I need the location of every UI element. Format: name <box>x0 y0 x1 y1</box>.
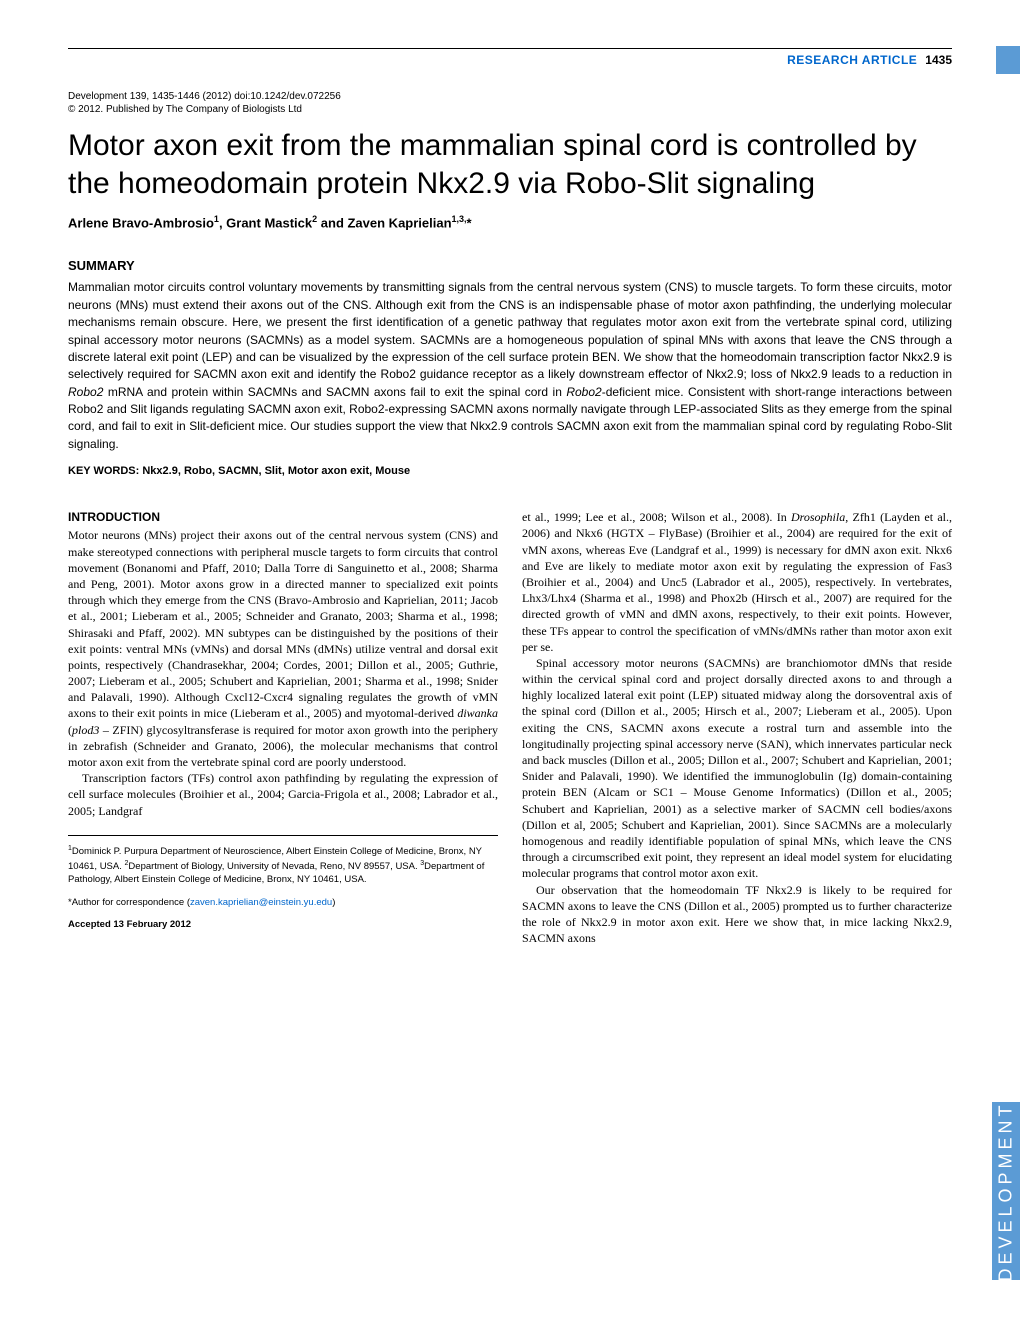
correspondence-email[interactable]: zaven.kaprielian@einstein.yu.edu <box>190 897 332 908</box>
correspondence: *Author for correspondence (zaven.kaprie… <box>68 897 498 910</box>
top-rule <box>68 48 952 49</box>
authors: Arlene Bravo-Ambrosio1, Grant Mastick2 a… <box>68 214 952 230</box>
body-columns: INTRODUCTION Motor neurons (MNs) project… <box>68 509 952 946</box>
affiliations: 1Dominick P. Purpura Department of Neuro… <box>68 844 498 887</box>
accepted-date: Accepted 13 February 2012 <box>68 919 498 932</box>
correspondence-prefix: *Author for correspondence ( <box>68 897 190 908</box>
copyright: © 2012. Published by The Company of Biol… <box>68 104 952 115</box>
header-line: RESEARCH ARTICLE 1435 <box>68 53 952 67</box>
col2-p1: et al., 1999; Lee et al., 2008; Wilson e… <box>522 509 952 655</box>
col1-p2: Transcription factors (TFs) control axon… <box>68 770 498 819</box>
column-right: et al., 1999; Lee et al., 2008; Wilson e… <box>522 509 952 946</box>
affiliation-rule <box>68 835 498 836</box>
research-article-label: RESEARCH ARTICLE <box>787 53 917 67</box>
column-left: INTRODUCTION Motor neurons (MNs) project… <box>68 509 498 946</box>
keywords: KEY WORDS: Nkx2.9, Robo, SACMN, Slit, Mo… <box>68 465 952 477</box>
correspondence-suffix: ) <box>332 897 335 908</box>
col1-p1: Motor neurons (MNs) project their axons … <box>68 527 498 770</box>
header-tab <box>996 46 1020 74</box>
journal-side-tab: DEVELOPMENT <box>992 1102 1020 1280</box>
page-number: 1435 <box>925 53 952 67</box>
summary-text: Mammalian motor circuits control volunta… <box>68 279 952 453</box>
article-title: Motor axon exit from the mammalian spina… <box>68 127 952 202</box>
introduction-heading: INTRODUCTION <box>68 509 498 525</box>
citation: Development 139, 1435-1446 (2012) doi:10… <box>68 91 952 102</box>
col2-p3: Our observation that the homeodomain TF … <box>522 882 952 947</box>
journal-side-tab-text: DEVELOPMENT <box>996 1101 1017 1281</box>
col2-p2: Spinal accessory motor neurons (SACMNs) … <box>522 655 952 882</box>
summary-heading: SUMMARY <box>68 258 952 273</box>
